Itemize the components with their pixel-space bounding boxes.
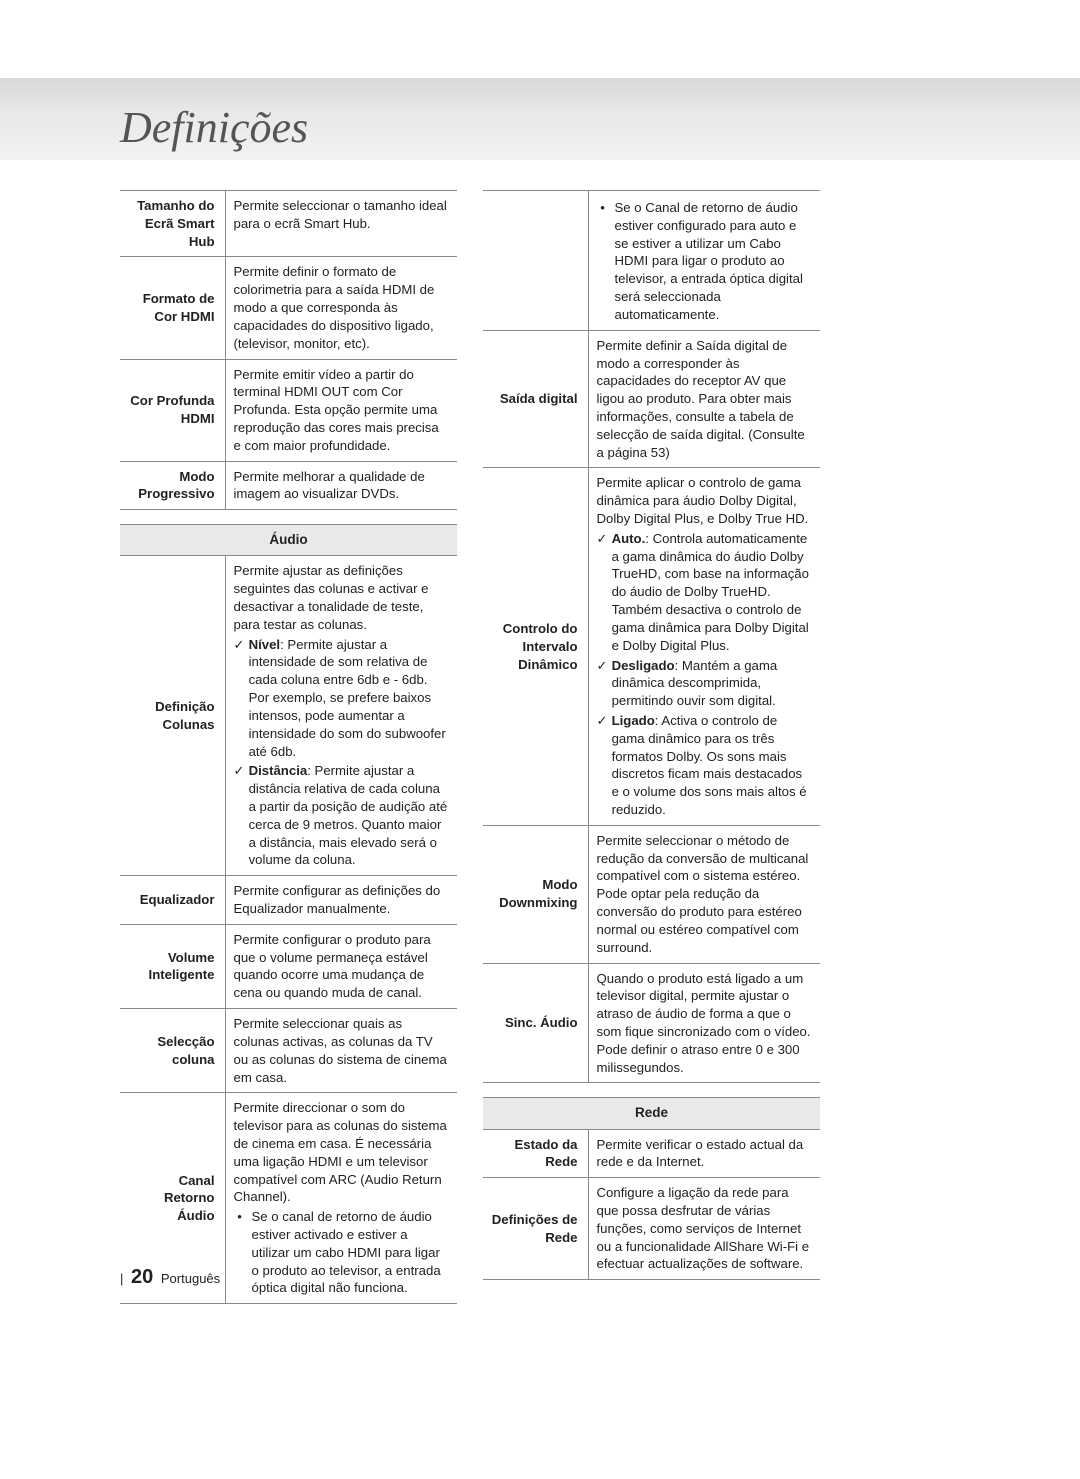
row-desc: Permite aplicar o controlo de gama dinâm… xyxy=(588,468,820,825)
check-item: ✓Distância: Permite ajustar a distância … xyxy=(234,762,450,869)
row-label: Cor ProfundaHDMI xyxy=(120,359,225,461)
row-label: Sinc. Áudio xyxy=(483,963,588,1083)
page-footer: | 20 Português xyxy=(120,1266,220,1289)
row-label: Saída digital xyxy=(483,330,588,468)
check-item: ✓Desligado: Mantém a gama dinâmica desco… xyxy=(597,657,813,710)
table-row: DefiniçãoColunasPermite ajustar as defin… xyxy=(120,556,457,876)
footer-bar: | xyxy=(120,1271,123,1286)
row-label: VolumeInteligente xyxy=(120,924,225,1008)
table-row: ModoProgressivoPermite melhorar a qualid… xyxy=(120,461,457,510)
check-text: Desligado: Mantém a gama dinâmica descom… xyxy=(612,657,812,710)
table-row: Saída digitalPermite definir a Saída dig… xyxy=(483,330,820,468)
check-icon: ✓ xyxy=(597,712,608,819)
check-icon: ✓ xyxy=(234,762,245,869)
row-label xyxy=(483,191,588,331)
check-item: ✓Nível: Permite ajustar a intensidade de… xyxy=(234,636,450,761)
row-label: Estado daRede xyxy=(483,1129,588,1178)
row-desc: Permite direccionar o som do televisor p… xyxy=(225,1093,457,1304)
page-title: Definições xyxy=(120,102,308,153)
bullet-item: •Se o Canal de retorno de áudio estiver … xyxy=(597,199,813,324)
bullet-icon: • xyxy=(597,199,609,324)
row-desc: Configure a ligação da rede para que pos… xyxy=(588,1178,820,1280)
row-desc: Permite configurar as definições do Equa… xyxy=(225,876,457,925)
check-text: Ligado: Activa o controlo de gama dinâmi… xyxy=(612,712,812,819)
table-row: Estado daRedePermite verificar o estado … xyxy=(483,1129,820,1178)
network-table: Rede Estado daRedePermite verificar o es… xyxy=(483,1097,820,1280)
bullet-item: •Se o canal de retorno de áudio estiver … xyxy=(234,1208,450,1297)
audio-table-right: •Se o Canal de retorno de áudio estiver … xyxy=(483,190,820,1083)
audio-table-left: Áudio DefiniçãoColunasPermite ajustar as… xyxy=(120,524,457,1304)
right-column: •Se o Canal de retorno de áudio estiver … xyxy=(483,190,820,1318)
table-row: Controlo doIntervaloDinâmicoPermite apli… xyxy=(483,468,820,825)
check-item: ✓Ligado: Activa o controlo de gama dinâm… xyxy=(597,712,813,819)
row-desc: Permite seleccionar quais as colunas act… xyxy=(225,1009,457,1093)
check-text: Auto.: Controla automaticamente a gama d… xyxy=(612,530,812,655)
row-label: Controlo doIntervaloDinâmico xyxy=(483,468,588,825)
table-row: EqualizadorPermite configurar as definiç… xyxy=(120,876,457,925)
row-label: Formato deCor HDMI xyxy=(120,257,225,359)
row-desc: Permite definir a Saída digital de modo … xyxy=(588,330,820,468)
check-text: Distância: Permite ajustar a distância r… xyxy=(249,762,449,869)
display-table: Tamanho doEcrã Smart HubPermite seleccio… xyxy=(120,190,457,510)
bullet-text: Se o canal de retorno de áudio estiver a… xyxy=(252,1208,450,1297)
table-row: Sinc. ÁudioQuando o produto está ligado … xyxy=(483,963,820,1083)
network-header: Rede xyxy=(483,1098,820,1129)
check-icon: ✓ xyxy=(234,636,245,761)
row-desc: •Se o Canal de retorno de áudio estiver … xyxy=(588,191,820,331)
table-row: VolumeInteligentePermite configurar o pr… xyxy=(120,924,457,1008)
row-desc: Permite definir o formato de colorimetri… xyxy=(225,257,457,359)
check-icon: ✓ xyxy=(597,530,608,655)
row-desc: Permite emitir vídeo a partir do termina… xyxy=(225,359,457,461)
table-row: •Se o Canal de retorno de áudio estiver … xyxy=(483,191,820,331)
check-icon: ✓ xyxy=(597,657,608,710)
check-item: ✓Auto.: Controla automaticamente a gama … xyxy=(597,530,813,655)
table-row: Tamanho doEcrã Smart HubPermite seleccio… xyxy=(120,191,457,257)
row-desc: Permite ajustar as definições seguintes … xyxy=(225,556,457,876)
row-desc: Permite melhorar a qualidade de imagem a… xyxy=(225,461,457,510)
table-row: Cor ProfundaHDMIPermite emitir vídeo a p… xyxy=(120,359,457,461)
row-desc: Permite seleccionar o método de redução … xyxy=(588,825,820,963)
table-row: Definições deRedeConfigure a ligação da … xyxy=(483,1178,820,1280)
bullet-text: Se o Canal de retorno de áudio estiver c… xyxy=(615,199,813,324)
row-desc: Permite verificar o estado actual da red… xyxy=(588,1129,820,1178)
row-desc: Permite seleccionar o tamanho ideal para… xyxy=(225,191,457,257)
row-label: Tamanho doEcrã Smart Hub xyxy=(120,191,225,257)
row-label: Selecçãocoluna xyxy=(120,1009,225,1093)
left-column: Tamanho doEcrã Smart HubPermite seleccio… xyxy=(120,190,457,1318)
table-row: ModoDownmixingPermite seleccionar o méto… xyxy=(483,825,820,963)
row-label: Definições deRede xyxy=(483,1178,588,1280)
content-columns: Tamanho doEcrã Smart HubPermite seleccio… xyxy=(120,190,820,1318)
table-row: Formato deCor HDMIPermite definir o form… xyxy=(120,257,457,359)
check-text: Nível: Permite ajustar a intensidade de … xyxy=(249,636,449,761)
row-label: ModoDownmixing xyxy=(483,825,588,963)
table-row: SelecçãocolunaPermite seleccionar quais … xyxy=(120,1009,457,1093)
row-desc: Quando o produto está ligado a um televi… xyxy=(588,963,820,1083)
audio-header: Áudio xyxy=(120,525,457,556)
row-label: Equalizador xyxy=(120,876,225,925)
bullet-icon: • xyxy=(234,1208,246,1297)
row-desc: Permite configurar o produto para que o … xyxy=(225,924,457,1008)
page-language: Português xyxy=(161,1271,220,1286)
row-label: ModoProgressivo xyxy=(120,461,225,510)
page-number: 20 xyxy=(131,1266,153,1288)
row-label: DefiniçãoColunas xyxy=(120,556,225,876)
